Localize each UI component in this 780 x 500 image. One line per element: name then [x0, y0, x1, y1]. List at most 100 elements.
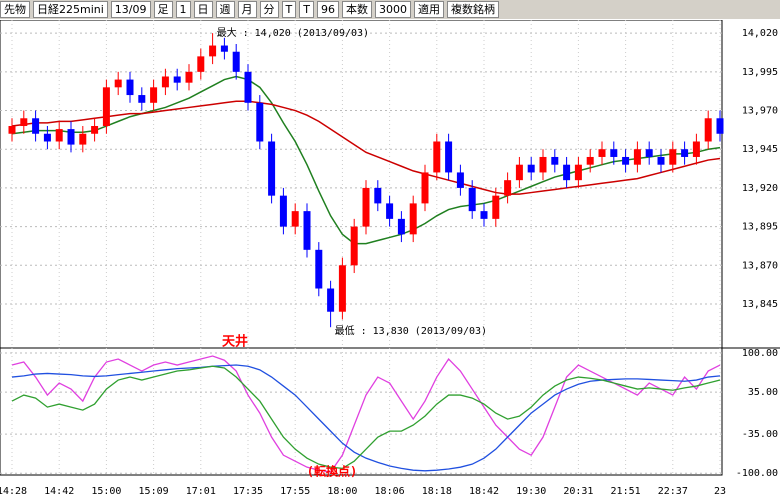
- y-tick-label: 100.00: [742, 348, 778, 359]
- candle-body: [409, 203, 417, 235]
- y-tick-label: 13,970: [742, 106, 778, 117]
- toolbar-item[interactable]: 複数銘柄: [446, 1, 499, 18]
- x-tick-label: 15:09: [139, 486, 169, 497]
- y-tick-label: 13,870: [742, 260, 778, 271]
- candle-body: [220, 45, 228, 52]
- candle-body: [527, 164, 535, 173]
- y-tick-label: 13,845: [742, 299, 778, 310]
- candle-body: [91, 126, 99, 134]
- candle-body: [256, 102, 264, 142]
- candle-body: [633, 149, 641, 165]
- candle-body: [150, 87, 158, 103]
- toolbar-item[interactable]: 3000: [374, 1, 411, 18]
- candle-body: [574, 164, 582, 181]
- x-tick-label: 18:00: [327, 486, 357, 497]
- candle-body: [362, 187, 370, 227]
- x-tick-label: 19:30: [516, 486, 546, 497]
- toolbar-item[interactable]: 月: [237, 1, 257, 18]
- candle-body: [20, 118, 28, 127]
- toolbar-item[interactable]: T: [299, 1, 314, 18]
- candle-body: [161, 76, 169, 88]
- candle-body: [539, 156, 547, 173]
- candle-body: [43, 133, 51, 142]
- candle-body: [279, 195, 287, 227]
- candle-body: [386, 203, 394, 219]
- toolbar-item[interactable]: 日: [193, 1, 213, 18]
- candle-body: [716, 118, 724, 134]
- candle-body: [492, 195, 500, 219]
- candle-body: [197, 56, 205, 72]
- candle-body: [303, 211, 311, 250]
- candle-body: [480, 211, 488, 219]
- candle-body: [338, 265, 346, 312]
- candle-body: [598, 149, 606, 157]
- line: [11, 364, 721, 472]
- x-tick-label: 14:42: [44, 486, 74, 497]
- toolbar-item[interactable]: 適用: [413, 1, 444, 18]
- line: [11, 365, 721, 470]
- toolbar-item[interactable]: 先物: [0, 1, 30, 18]
- y-tick-label: 13,995: [742, 67, 778, 78]
- annotation: 天井: [222, 334, 248, 350]
- toolbar-item[interactable]: 1: [175, 1, 191, 18]
- candle-body: [645, 149, 653, 157]
- y-tick-label: -100.00: [736, 468, 778, 479]
- candle-body: [456, 172, 464, 188]
- candle-body: [232, 51, 240, 72]
- y-tick-label: -35.00: [742, 429, 778, 440]
- plot-border: [0, 20, 723, 476]
- x-tick-label: 14:28: [0, 486, 27, 497]
- x-tick-label: 22:37: [658, 486, 688, 497]
- candle-body: [67, 129, 75, 145]
- candle-body: [610, 149, 618, 157]
- y-tick-label: 13,945: [742, 144, 778, 155]
- chart: 14,020 13,995 13,970 13,945 13,920 13,895 13,8…: [0, 20, 780, 497]
- candle-body: [291, 211, 299, 227]
- x-tick-label: 18:06: [375, 486, 405, 497]
- candle-body: [692, 141, 700, 157]
- candle-body: [126, 79, 134, 96]
- candle-body: [32, 118, 40, 134]
- candle-body: [622, 156, 630, 165]
- candle-body: [515, 164, 523, 181]
- toolbar-item[interactable]: T: [281, 1, 297, 18]
- x-tick-label: 20:31: [563, 486, 593, 497]
- candle-body: [433, 141, 441, 173]
- candle-body: [268, 141, 276, 196]
- x-tick-label: 18:42: [469, 486, 499, 497]
- candle-body: [185, 71, 193, 83]
- candle-body: [102, 87, 110, 127]
- y-tick-label: 13,920: [742, 183, 778, 194]
- candle-body: [327, 288, 335, 312]
- annotation: (転換点): [307, 464, 357, 479]
- toolbar-item[interactable]: 本数: [341, 1, 372, 18]
- toolbar-item[interactable]: 週: [215, 1, 235, 18]
- candle-body: [350, 226, 358, 266]
- candle-body: [173, 76, 181, 83]
- candle-body: [681, 149, 689, 157]
- toolbar-item[interactable]: 96: [316, 1, 339, 18]
- candle-body: [551, 156, 559, 165]
- candle-body: [657, 156, 665, 165]
- candle-body: [563, 164, 571, 181]
- candle-body: [315, 249, 323, 289]
- candle-body: [244, 71, 252, 103]
- toolbar-item[interactable]: 足: [153, 1, 173, 18]
- candle-body: [468, 187, 476, 212]
- line: [11, 355, 721, 473]
- toolbar-item[interactable]: 13/09: [110, 1, 151, 18]
- toolbar-item[interactable]: 分: [259, 1, 279, 18]
- candle-body: [397, 218, 405, 235]
- candle-body: [704, 118, 712, 142]
- x-tick-label: 18:18: [422, 486, 452, 497]
- max-annotation: 最大 : 14,020 (2013/09/03): [217, 26, 369, 39]
- candle-body: [114, 79, 122, 88]
- line: [11, 100, 721, 195]
- x-tick-label: 17:01: [186, 486, 216, 497]
- candle-body: [504, 180, 512, 196]
- candle-body: [586, 156, 594, 165]
- toolbar-item[interactable]: 日経225mini: [33, 1, 108, 18]
- candle-body: [138, 95, 146, 103]
- candle-body: [669, 149, 677, 165]
